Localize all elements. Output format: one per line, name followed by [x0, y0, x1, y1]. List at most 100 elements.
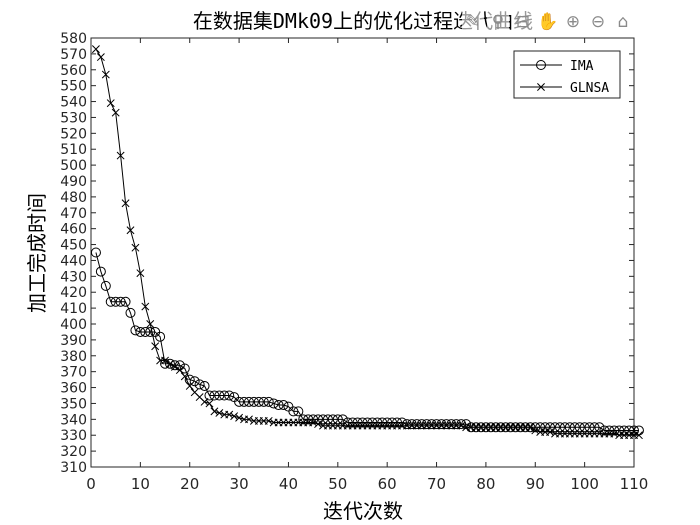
data-point-ima	[90, 247, 101, 258]
data-point-glnsa	[136, 269, 145, 278]
data-point-ima	[604, 425, 615, 436]
data-point-glnsa	[210, 407, 219, 416]
data-point-ima	[268, 398, 279, 409]
x-axis-label: 迭代次数	[323, 499, 403, 523]
data-point-ima	[219, 390, 230, 401]
pan-hand-icon[interactable]: ✋	[537, 10, 559, 34]
data-point-ima	[387, 417, 398, 428]
legend	[513, 50, 621, 99]
y-tick-label: 390	[60, 333, 87, 349]
legend-marker	[536, 60, 546, 70]
x-tick-label: 10	[131, 475, 150, 493]
data-point-glnsa	[546, 428, 555, 436]
data-point-glnsa	[121, 199, 130, 208]
data-point-ima	[461, 419, 472, 430]
data-point-ima	[194, 379, 205, 390]
x-tick-label: 50	[328, 475, 347, 493]
data-point-ima	[145, 326, 156, 337]
data-point-glnsa	[245, 415, 253, 424]
data-point-ima	[95, 266, 106, 277]
data-point-ima	[224, 390, 235, 401]
data-point-ima	[199, 380, 210, 391]
y-tick-label: 340	[60, 412, 87, 428]
zoom-in-icon[interactable]: ⊕	[562, 10, 584, 34]
data-point-ima	[431, 419, 442, 430]
data-point-glnsa	[235, 413, 244, 422]
data-point-ima	[554, 422, 565, 433]
y-tick-label: 380	[60, 349, 87, 365]
data-point-ima	[406, 419, 417, 430]
y-tick-label: 540	[60, 95, 87, 111]
y-axis-label: 加工完成时间	[25, 193, 49, 313]
figure-toolbar: ✎ ⚲ ⊟ ✋ ⊕ ⊖ ⌂	[462, 10, 634, 34]
data-point-ima	[105, 296, 116, 307]
zoom-out-icon[interactable]: ⊖	[587, 10, 609, 34]
y-tick-label: 360	[60, 381, 87, 397]
legend-marker	[537, 83, 545, 91]
legend-label: GLNSA	[570, 81, 609, 96]
brush-icon[interactable]: ✎	[462, 10, 484, 34]
data-point-ima	[392, 417, 403, 428]
y-tick-label: 490	[60, 174, 87, 190]
data-point-ima	[411, 419, 422, 430]
data-point-ima	[574, 422, 585, 433]
data-point-ima	[184, 374, 195, 385]
data-point-ima	[332, 414, 343, 425]
data-point-ima	[401, 419, 412, 430]
x-tick-label: 110	[620, 475, 649, 493]
x-tick-label: 0	[86, 475, 96, 493]
data-point-ima	[298, 414, 309, 425]
data-point-ima	[564, 422, 575, 433]
y-tick-label: 510	[60, 142, 87, 158]
data-point-ima	[362, 417, 373, 428]
data-point-glnsa	[309, 418, 318, 427]
y-tick-label: 400	[60, 317, 87, 333]
data-point-glnsa	[170, 362, 179, 371]
x-tick-label: 80	[476, 475, 495, 493]
plot-area	[90, 37, 635, 468]
data-point-glnsa	[166, 359, 174, 368]
data-point-glnsa	[126, 226, 135, 235]
home-icon[interactable]: ⌂	[612, 10, 634, 34]
data-point-ima	[347, 417, 358, 428]
data-point-ima	[594, 422, 605, 433]
data-point-ima	[382, 417, 393, 428]
data-point-ima	[130, 325, 141, 336]
data-point-glnsa	[111, 108, 120, 117]
data-point-glnsa	[205, 399, 214, 408]
data-point-ima	[426, 419, 437, 430]
data-point-ima	[441, 419, 452, 430]
x-tick-label: 90	[526, 475, 545, 493]
data-point-ima	[337, 414, 348, 425]
data-point-ima	[140, 326, 151, 337]
data-point-ima	[456, 419, 467, 430]
data-point-ima	[327, 414, 338, 425]
data-point-glnsa	[610, 429, 619, 438]
data-point-glnsa	[131, 243, 140, 252]
y-tick-label: 330	[60, 428, 87, 444]
x-tick-label: 20	[180, 475, 199, 493]
data-point-ima	[569, 422, 580, 433]
export-icon[interactable]: ⊟	[512, 10, 534, 34]
data-point-glnsa	[116, 151, 125, 160]
x-tick-label: 60	[378, 475, 397, 493]
data-point-ima	[120, 296, 131, 307]
data-point-ima	[446, 419, 457, 430]
data-point-ima	[155, 331, 166, 342]
data-point-ima	[451, 419, 462, 430]
data-point-ima	[377, 417, 388, 428]
data-point-ima	[303, 414, 314, 425]
data-point-ima	[308, 414, 319, 425]
data-point-ima	[234, 396, 245, 407]
data-point-ima	[248, 396, 259, 407]
y-tick-label: 560	[60, 63, 87, 79]
y-tick-label: 580	[60, 31, 87, 47]
x-tick-label: 70	[427, 475, 446, 493]
data-point-glnsa	[225, 410, 234, 419]
data-point-glnsa	[146, 320, 155, 328]
data-tip-icon[interactable]: ⚲	[487, 10, 509, 34]
data-point-glnsa	[180, 372, 189, 381]
y-tick-label: 310	[60, 460, 87, 476]
data-point-glnsa	[96, 53, 105, 62]
data-point-glnsa	[101, 70, 110, 79]
